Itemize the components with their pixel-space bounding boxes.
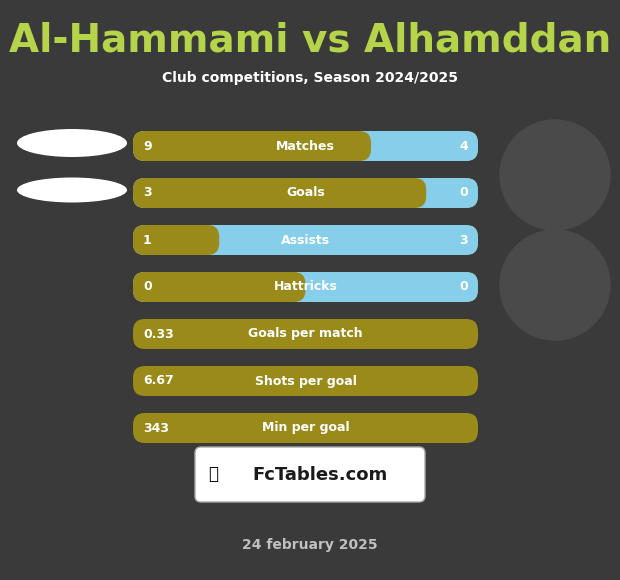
FancyBboxPatch shape — [133, 131, 478, 161]
Text: 3: 3 — [459, 234, 468, 246]
Text: 0: 0 — [459, 281, 468, 293]
Text: Goals: Goals — [286, 187, 325, 200]
FancyBboxPatch shape — [133, 178, 478, 208]
Text: 343: 343 — [143, 422, 169, 434]
Text: 6.67: 6.67 — [143, 375, 174, 387]
Text: 24 february 2025: 24 february 2025 — [242, 538, 378, 552]
Text: Goals per match: Goals per match — [248, 328, 363, 340]
FancyBboxPatch shape — [133, 225, 478, 255]
Text: 9: 9 — [143, 140, 152, 153]
FancyBboxPatch shape — [133, 272, 478, 302]
FancyBboxPatch shape — [133, 413, 478, 443]
Text: 0: 0 — [143, 281, 152, 293]
Text: FcTables.com: FcTables.com — [252, 466, 388, 484]
FancyBboxPatch shape — [133, 272, 306, 302]
FancyBboxPatch shape — [133, 178, 478, 208]
Text: Min per goal: Min per goal — [262, 422, 349, 434]
FancyBboxPatch shape — [133, 225, 219, 255]
FancyBboxPatch shape — [133, 131, 478, 161]
Text: Hattricks: Hattricks — [273, 281, 337, 293]
Text: Club competitions, Season 2024/2025: Club competitions, Season 2024/2025 — [162, 71, 458, 85]
Text: Al-Hammami vs Alhamddan: Al-Hammami vs Alhamddan — [9, 21, 611, 59]
Ellipse shape — [17, 129, 127, 157]
FancyBboxPatch shape — [195, 447, 425, 502]
Ellipse shape — [17, 177, 127, 202]
FancyBboxPatch shape — [133, 178, 427, 208]
FancyBboxPatch shape — [133, 319, 478, 349]
FancyBboxPatch shape — [133, 131, 371, 161]
Text: 📊: 📊 — [208, 466, 218, 484]
Circle shape — [500, 120, 610, 230]
Circle shape — [500, 230, 610, 340]
FancyBboxPatch shape — [133, 366, 478, 396]
Text: Shots per goal: Shots per goal — [255, 375, 356, 387]
Text: 0: 0 — [459, 187, 468, 200]
Text: 3: 3 — [143, 187, 152, 200]
Text: 4: 4 — [459, 140, 468, 153]
Text: Assists: Assists — [281, 234, 330, 246]
Text: 1: 1 — [143, 234, 152, 246]
FancyBboxPatch shape — [133, 225, 478, 255]
Text: Matches: Matches — [276, 140, 335, 153]
Text: 0.33: 0.33 — [143, 328, 174, 340]
FancyBboxPatch shape — [133, 272, 478, 302]
